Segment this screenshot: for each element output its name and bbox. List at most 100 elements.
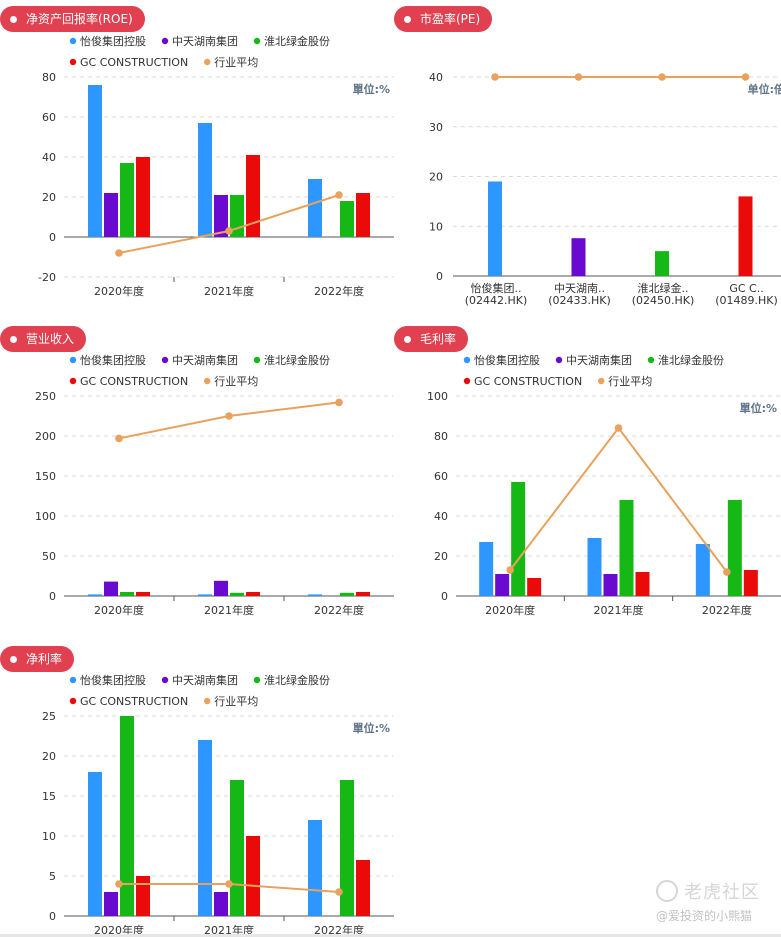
legend-marker-3	[69, 697, 77, 705]
bar-net-s2-c0	[120, 716, 134, 916]
legend-marker-3	[463, 377, 471, 385]
bar-roe-s0-c2	[308, 179, 322, 237]
avg-point-0	[115, 249, 123, 257]
avg-point-2	[723, 568, 731, 576]
x-tick-label: 2022年度	[314, 603, 364, 617]
avg-point-1	[574, 73, 583, 81]
legend-marker-2	[253, 356, 261, 364]
bar-net-s3-c0	[136, 876, 150, 916]
legend-label-3: GC CONSTRUCTION	[80, 695, 188, 708]
bar-gross-s3-c0	[527, 578, 542, 596]
bar-revenue-s2-c2	[340, 592, 354, 596]
y-tick-label: 50	[42, 550, 56, 563]
avg-point-1	[225, 227, 233, 235]
legend-label-2: 淮北绿金股份	[264, 673, 330, 687]
bar-roe-s3-c0	[136, 157, 150, 237]
bar-gross-s2-c0	[511, 482, 526, 596]
bar-gross-s0-c0	[479, 542, 494, 596]
bar-roe-s0-c0	[88, 85, 102, 237]
legend-label-3: GC CONSTRUCTION	[80, 56, 188, 69]
chart-title-roe[interactable]: 净资产回报率(ROE)	[0, 6, 145, 32]
bar-roe-s2-c0	[120, 163, 134, 237]
x-tick-label: (02450.HK)	[632, 294, 695, 306]
legend-label-0: 怡俊集团控股	[474, 353, 540, 367]
legend-marker-3	[69, 58, 77, 66]
legend-label-3: GC CONSTRUCTION	[80, 375, 188, 388]
bar-roe-s1-c0	[104, 193, 118, 237]
legend-marker-0	[69, 356, 77, 364]
chart-title-gross[interactable]: 毛利率	[394, 326, 469, 352]
bar-net-s0-c2	[308, 820, 322, 916]
chart-title-pe[interactable]: 市盈率(PE)	[394, 6, 493, 32]
x-tick-label: 2021年度	[204, 284, 254, 298]
x-tick-label: 中天湖南..	[554, 282, 605, 295]
y-tick-label: 10	[429, 220, 443, 233]
avg-point-0	[115, 880, 123, 888]
bar-gross-s2-c1	[619, 500, 634, 596]
y-tick-label: 0	[49, 231, 56, 244]
y-tick-label: 10	[42, 830, 56, 843]
bar-net-s2-c2	[340, 780, 354, 916]
legend-label-2: 淮北绿金股份	[658, 353, 724, 367]
legend-label-4: 行业平均	[214, 56, 258, 69]
bar-revenue-s1-c0	[104, 581, 118, 596]
x-tick-label: 2020年度	[94, 284, 144, 298]
avg-point-1	[225, 412, 233, 420]
legend-marker-1	[161, 37, 169, 45]
panel-net: 净利率 0 5 10 15 20 25 單位:% 2020年度 2021年度 2022年度 怡俊集团…	[0, 646, 400, 937]
bar-revenue-s2-c0	[120, 592, 134, 596]
avg-point-0	[491, 73, 499, 81]
legend-label-0: 怡俊集团控股	[80, 34, 146, 48]
legend-marker-1	[161, 676, 169, 684]
bar-gross-s3-c2	[743, 570, 758, 596]
y-tick-label: 0	[441, 590, 448, 603]
avg-point-2	[658, 73, 666, 81]
avg-point-2	[335, 191, 343, 199]
legend-marker-4	[204, 58, 211, 66]
legend-marker-0	[463, 356, 471, 364]
y-tick-label: 250	[35, 390, 56, 403]
legend-marker-4	[598, 377, 605, 385]
legend-marker-0	[69, 37, 77, 45]
y-tick-label: 40	[429, 71, 443, 84]
x-tick-label: 2020年度	[94, 603, 144, 617]
y-tick-label: 20	[42, 191, 56, 204]
x-tick-label: 2020年度	[94, 923, 144, 937]
legend-marker-2	[253, 37, 261, 45]
avg-line	[509, 426, 728, 573]
bar-revenue-s2-c1	[230, 592, 244, 596]
legend-label-1: 中天湖南集团	[172, 673, 238, 687]
unit-label: 單位:%	[353, 721, 390, 735]
x-tick-label: 2022年度	[314, 284, 364, 298]
bar-net-s1-c1	[214, 892, 228, 916]
legend-marker-4	[204, 697, 211, 705]
chart-title-revenue[interactable]: 营业收入	[0, 326, 87, 352]
bar-net-s0-c1	[198, 740, 212, 916]
bar-revenue-s0-c0	[88, 594, 102, 596]
avg-point-3	[741, 73, 750, 81]
legend-label-4: 行业平均	[214, 375, 258, 388]
y-tick-label: 20	[429, 171, 443, 184]
y-tick-label: 0	[49, 910, 56, 923]
bar-net-s3-c2	[356, 860, 370, 916]
bar-roe-s3-c2	[356, 193, 370, 237]
x-tick-label: 2020年度	[485, 603, 535, 617]
legend-label-3: GC CONSTRUCTION	[474, 375, 582, 388]
y-tick-label: 30	[429, 121, 443, 134]
y-tick-label: 100	[35, 510, 56, 523]
chart-title-net[interactable]: 净利率	[0, 646, 75, 672]
x-tick-label: 淮北绿金..	[638, 281, 689, 295]
watermark-brand-text: 老虎社区	[684, 882, 760, 903]
bar-roe-s0-c1	[198, 123, 212, 237]
y-tick-label: 20	[434, 550, 448, 563]
bar-pe-0	[488, 181, 502, 276]
x-tick-label: 2022年度	[314, 923, 364, 937]
x-tick-label: (01489.HK)	[715, 294, 778, 306]
panel-revenue: 营业收入 0 50 100 150 200 250 2020年度 2021年度 2022年度 怡俊…	[0, 326, 400, 626]
panel-roe: 净资产回报率(ROE) -20 0 20 40 60 80 單位:% 2020年度 2021年度…	[0, 6, 400, 306]
legend-marker-2	[253, 676, 261, 684]
legend-label-2: 淮北绿金股份	[264, 34, 330, 48]
avg-point-1	[225, 880, 233, 888]
avg-line	[118, 401, 340, 440]
